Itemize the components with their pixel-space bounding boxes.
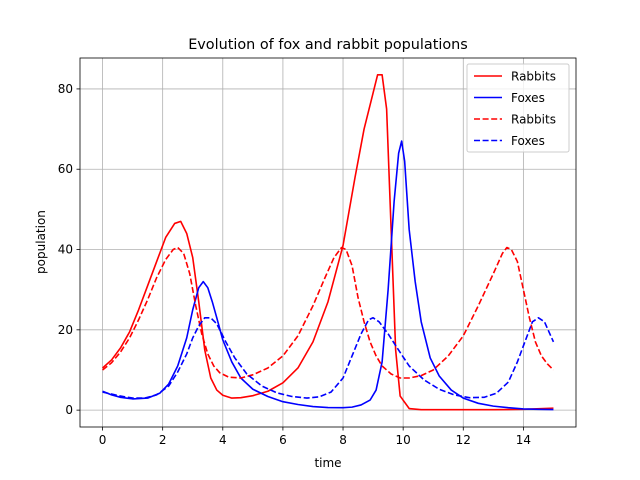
y-tick-label: 0 <box>65 403 73 417</box>
legend-frame <box>466 63 570 153</box>
x-tick-label: 0 <box>99 433 107 447</box>
series-layer <box>102 74 555 411</box>
y-tick-label: 40 <box>58 243 73 257</box>
series-line-rabbits-solid <box>102 74 554 411</box>
x-tick-label: 6 <box>279 433 287 447</box>
chart-title: Evolution of fox and rabbit populations <box>188 37 468 53</box>
x-axis-label: time <box>314 456 341 470</box>
y-tick-label: 80 <box>58 82 73 96</box>
x-tick-label: 2 <box>159 433 167 447</box>
legend: Rabbits Foxes Rabbits Foxes <box>466 63 570 153</box>
legend-label: Foxes <box>511 91 545 105</box>
legend-label: Rabbits <box>511 113 556 127</box>
x-tick-label: 14 <box>516 433 531 447</box>
x-tick-label: 12 <box>456 433 471 447</box>
series-line-foxes-solid <box>102 140 554 411</box>
y-tick-label: 60 <box>58 162 73 176</box>
grid-lines <box>80 58 576 427</box>
x-tick-label: 4 <box>219 433 227 447</box>
x-tick-label: 10 <box>396 433 411 447</box>
axis-ticks: 0 2 4 6 8 10 12 14 0 20 40 60 80 <box>58 82 531 447</box>
y-axis-label: population <box>34 210 48 274</box>
y-tick-label: 20 <box>58 323 73 337</box>
legend-label: Foxes <box>511 134 545 148</box>
plot-frame <box>79 57 577 428</box>
series-line-rabbits-dashed <box>102 246 555 379</box>
legend-label: Rabbits <box>511 70 556 84</box>
x-tick-label: 8 <box>339 433 347 447</box>
series-line-foxes-dashed <box>102 316 555 399</box>
